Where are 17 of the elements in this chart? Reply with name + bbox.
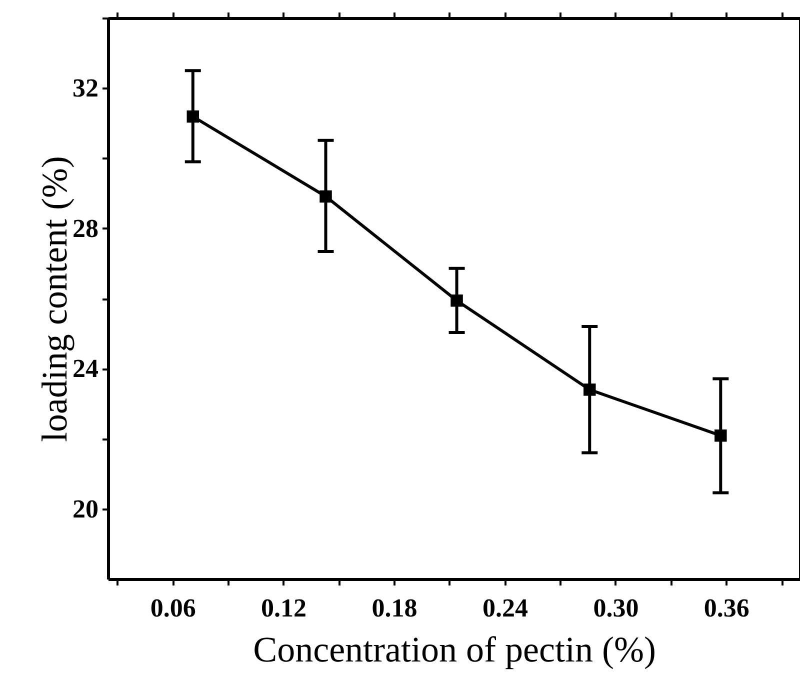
y-tick-label: 28 (72, 214, 98, 243)
point (584, 384, 596, 396)
y-tick-label: 32 (72, 74, 98, 103)
point (320, 190, 332, 203)
y-tick-label: 24 (72, 354, 98, 384)
x-tick-label: 0.12 (261, 594, 307, 622)
y-tick-label: 20 (72, 494, 98, 524)
x-axis-title: Concentration of pectin (%) (253, 630, 656, 670)
point (714, 429, 727, 442)
point (450, 294, 463, 307)
x-tick-label: 0.30 (593, 594, 639, 622)
x-tick-label: 0.06 (150, 594, 196, 622)
x-tick-label: 0.36 (704, 594, 750, 622)
y-axis-title: loading content (%) (34, 156, 74, 442)
x-tick-label: 0.24 (482, 594, 528, 622)
x-tick-label: 0.18 (372, 594, 418, 622)
point (186, 110, 200, 123)
